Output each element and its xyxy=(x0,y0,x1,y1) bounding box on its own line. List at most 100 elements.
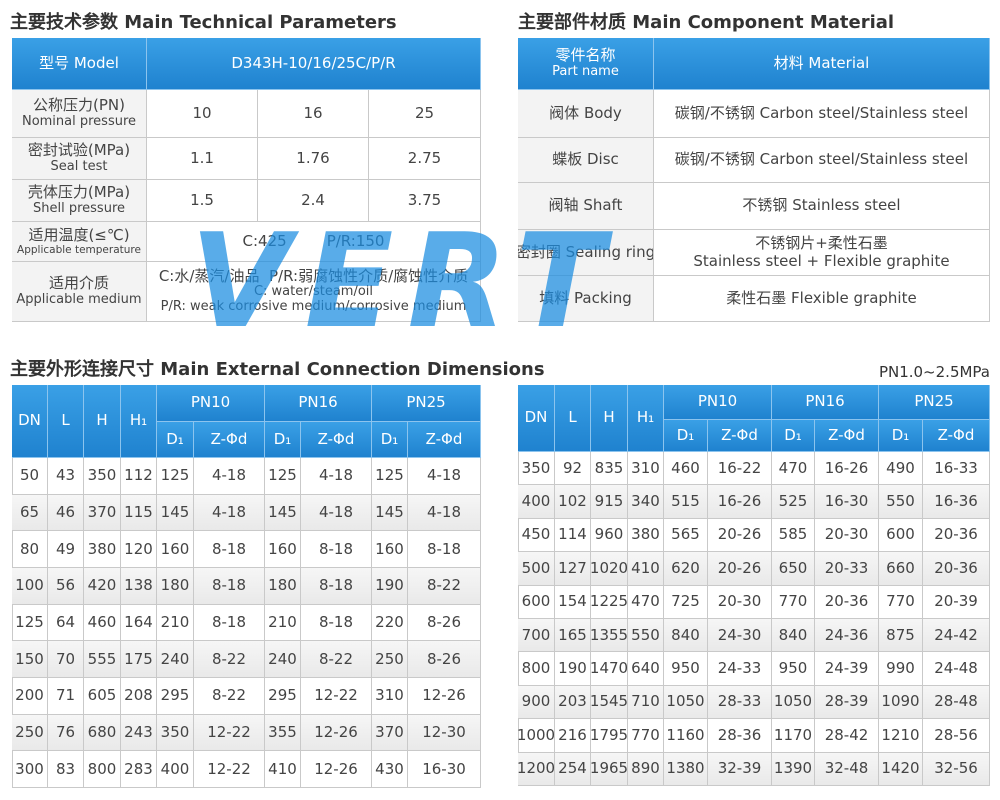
cell-text: DN xyxy=(524,408,548,427)
table-cell: 420 xyxy=(84,568,121,605)
table-cell: 2.4 xyxy=(258,180,369,222)
table-cell: 3.75 xyxy=(369,180,481,222)
table-cell: 840 xyxy=(772,619,815,653)
table-cell: 210 xyxy=(265,604,301,642)
table-cell: D343H-10/16/25C/P/R xyxy=(147,38,481,90)
cell-text: Shell pressure xyxy=(33,200,125,216)
table-cell: 24-36 xyxy=(815,619,879,653)
table-cell: 不锈钢片+柔性石墨 Stainless steel + Flexible grap… xyxy=(654,230,990,276)
table-cell: 4-18 xyxy=(408,458,481,495)
cell-text: 8-18 xyxy=(211,612,247,631)
cell-text: D₁ xyxy=(891,425,910,444)
table-cell: 102 xyxy=(555,485,591,519)
table-cell: 1090 xyxy=(879,685,923,720)
table-cell: 370 xyxy=(372,714,408,752)
cell-text: 80 xyxy=(19,539,40,558)
table-cell: 1380 xyxy=(664,752,708,786)
cell-text: 16-26 xyxy=(824,458,869,477)
table-cell: 340 xyxy=(628,485,664,519)
table-cell: 碳钢/不锈钢 Carbon steel/Stainless steel xyxy=(654,138,990,183)
table-cell: 1965 xyxy=(591,752,628,786)
table-cell: 不锈钢 Stainless steel xyxy=(654,183,990,230)
cell-text: 525 xyxy=(778,491,808,510)
table-cell: 型号 Model xyxy=(12,38,147,90)
cell-text: 490 xyxy=(886,458,915,477)
table-cell: 640 xyxy=(628,652,664,686)
cell-text: 875 xyxy=(886,625,915,644)
cell-text: 300 xyxy=(15,759,44,778)
cell-text: DN xyxy=(18,411,41,430)
table-cell: 1.1 xyxy=(147,138,258,180)
cell-text: 310 xyxy=(375,686,404,705)
cell-text: 1.1 xyxy=(190,148,214,167)
cell-text: 46 xyxy=(55,502,76,521)
cell-text: PN10 xyxy=(190,393,231,412)
cell-text: 28-42 xyxy=(824,725,869,744)
table-cell: 470 xyxy=(628,585,664,619)
table-cell: 355 xyxy=(265,714,301,752)
table-cell: D₁ xyxy=(772,420,815,452)
table-cell: 725 xyxy=(664,585,708,619)
cell-text: 24-39 xyxy=(824,658,869,677)
cell-text: 2.75 xyxy=(407,148,442,167)
table-cell: C:425 P/R:150 xyxy=(147,222,481,262)
table-cell: PN16 xyxy=(772,385,879,420)
cell-text: 600 xyxy=(886,525,915,544)
cell-text: 8-18 xyxy=(318,612,354,631)
cell-text: Stainless steel + Flexible graphite xyxy=(693,251,950,270)
cell-text: 127 xyxy=(558,558,587,577)
cell-text: 20-36 xyxy=(934,525,978,544)
cell-text: Z-Φd xyxy=(721,425,758,444)
table-cell: 材料 Material xyxy=(654,38,990,90)
table-cell: PN16 xyxy=(265,385,372,422)
cell-text: 450 xyxy=(521,525,551,544)
cell-text: PN10 xyxy=(697,392,738,411)
table-cell: 1355 xyxy=(591,619,628,653)
table-cell: 适用温度(≤℃) Applicable temperature xyxy=(12,222,147,262)
cell-text: 24-30 xyxy=(717,625,762,644)
table-cell: 20-30 xyxy=(815,518,879,553)
table-cell: 28-39 xyxy=(815,685,879,720)
table-cell: 壳体压力(MPa) Shell pressure xyxy=(12,180,147,222)
cell-text: D₁ xyxy=(166,429,184,448)
cell-text: 565 xyxy=(671,525,700,544)
table-cell: 1390 xyxy=(772,752,815,786)
table-cell: 1050 xyxy=(772,685,815,720)
table-cell: 填料 Packing xyxy=(518,276,654,322)
table-cell: 24-39 xyxy=(815,652,879,686)
cell-text: 500 xyxy=(521,558,551,577)
table-cell: 380 xyxy=(628,518,664,553)
cell-text: Part name xyxy=(552,63,619,79)
table-cell: 8-22 xyxy=(301,641,372,678)
cell-text: 16-26 xyxy=(717,491,762,510)
cell-text: 960 xyxy=(594,525,624,544)
table-cell: 460 xyxy=(84,604,121,642)
cell-text: 32-56 xyxy=(934,759,978,778)
cell-text: 555 xyxy=(87,649,117,668)
cell-text: 24-36 xyxy=(824,625,869,644)
table-cell: 555 xyxy=(84,641,121,678)
table-cell: 1470 xyxy=(591,652,628,686)
cell-text: 240 xyxy=(268,649,297,668)
table-cell: 650 xyxy=(772,552,815,586)
cell-text: 24-33 xyxy=(717,658,762,677)
cell-text: 840 xyxy=(671,625,700,644)
table-cell: 243 xyxy=(121,714,157,752)
cell-text: 138 xyxy=(124,576,153,595)
table-cell: 1020 xyxy=(591,552,628,586)
cell-text: 125 xyxy=(268,466,297,485)
table-cell: D₁ xyxy=(664,420,708,452)
table-cell: 835 xyxy=(591,452,628,486)
table-cell: 1.5 xyxy=(147,180,258,222)
cell-text: 16-22 xyxy=(717,458,762,477)
cell-text: PN16 xyxy=(805,392,845,411)
cell-text: 380 xyxy=(87,539,117,558)
cell-text: 145 xyxy=(160,502,190,521)
table-cell: 890 xyxy=(628,752,664,786)
cell-text: 20-26 xyxy=(717,525,762,544)
table-cell: 114 xyxy=(555,518,591,553)
table-cell: 20-36 xyxy=(815,585,879,619)
cell-text: 壳体压力(MPa) xyxy=(27,183,131,202)
table-cell: PN25 xyxy=(372,385,481,422)
cell-text: 20-30 xyxy=(824,525,869,544)
